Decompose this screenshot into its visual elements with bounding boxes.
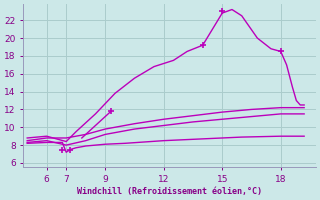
- X-axis label: Windchill (Refroidissement éolien,°C): Windchill (Refroidissement éolien,°C): [77, 187, 262, 196]
